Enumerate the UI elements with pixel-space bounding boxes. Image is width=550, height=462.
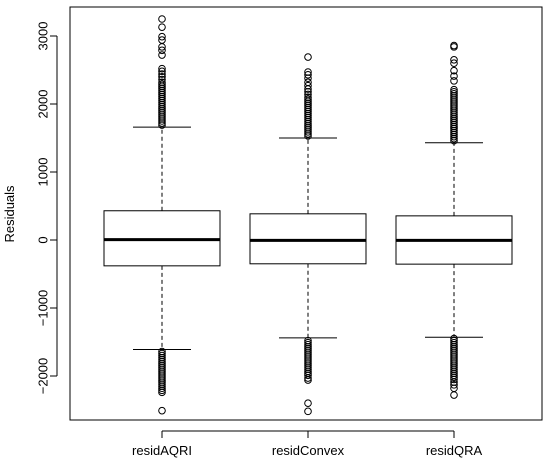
y-tick-label: 2000 — [36, 90, 51, 119]
outlier-point — [450, 85, 458, 94]
outlier-point — [450, 41, 458, 50]
outlier-point — [158, 23, 166, 31]
outlier-point — [450, 56, 458, 64]
outlier-point — [158, 386, 166, 395]
y-tick-label: 3000 — [36, 22, 51, 51]
outlier-point — [304, 90, 312, 99]
box-residAQRI — [103, 15, 221, 415]
outlier-point — [304, 68, 312, 76]
outlier-point — [304, 93, 312, 101]
outlier-point — [304, 70, 312, 79]
outlier-point — [158, 388, 166, 397]
x-tick-label: residAQRI — [132, 443, 192, 458]
outlier-point — [158, 32, 166, 41]
y-axis-label: Residuals — [2, 185, 17, 243]
outlier-point — [304, 399, 312, 408]
outlier-point — [450, 72, 458, 80]
outlier-point — [158, 70, 166, 78]
boxes-layer — [103, 15, 513, 416]
outlier-point — [304, 407, 312, 416]
outlier-point — [304, 376, 312, 384]
y-tick-label: −1000 — [36, 290, 51, 327]
outlier-point — [450, 90, 458, 98]
outlier-point — [450, 391, 458, 399]
outlier-point — [158, 67, 166, 76]
outlier-point — [304, 81, 312, 90]
outlier-point — [158, 80, 166, 89]
outlier-point — [304, 95, 312, 104]
x-axis: residAQRI residConvex residQRA — [132, 430, 483, 458]
outlier-point — [158, 406, 166, 415]
y-tick-label: −2000 — [36, 358, 51, 395]
x-tick-label: residConvex — [272, 443, 345, 458]
outlier-point — [304, 374, 312, 382]
outlier-point — [158, 46, 166, 55]
y-tick-label: 0 — [36, 236, 51, 243]
outlier-point — [304, 53, 312, 61]
y-tick-label: 1000 — [36, 158, 51, 187]
outlier-point — [450, 87, 458, 96]
outlier-point — [450, 375, 458, 384]
outlier-point — [450, 59, 458, 68]
box-residConvex — [249, 53, 367, 416]
plot-frame — [69, 6, 543, 421]
outlier-point — [158, 78, 166, 87]
outlier-point — [158, 36, 166, 44]
x-tick-label: residQRA — [426, 443, 483, 458]
outlier-point — [450, 381, 458, 389]
outlier-point — [450, 77, 458, 85]
outlier-point — [158, 75, 166, 84]
outlier-point — [158, 384, 166, 393]
outlier-point — [304, 371, 312, 380]
y-axis: −2000 −1000 0 1000 2000 3000 — [36, 22, 58, 395]
outlier-point — [158, 73, 166, 81]
outlier-point — [158, 64, 166, 73]
outlier-point — [450, 66, 458, 75]
outlier-point — [158, 51, 166, 59]
outlier-point — [304, 78, 312, 87]
outlier-point — [158, 15, 166, 23]
box-residQRA — [395, 41, 513, 399]
outlier-point — [450, 373, 458, 382]
box-iqr — [249, 213, 367, 265]
